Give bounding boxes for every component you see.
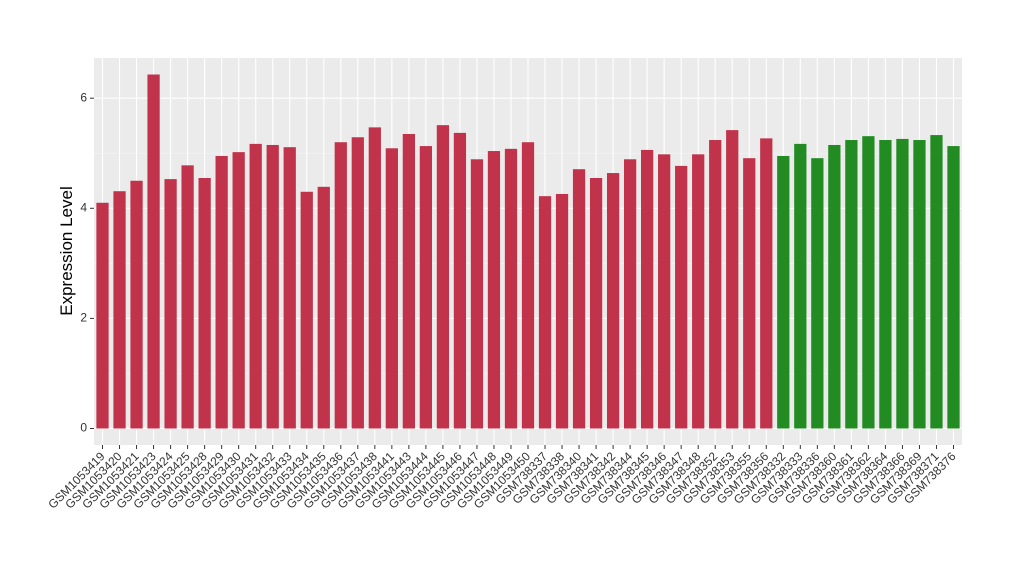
- bar: [351, 137, 364, 429]
- bar: [930, 135, 943, 429]
- bar: [589, 178, 603, 429]
- bar: [300, 191, 313, 429]
- y-tick-label: 2: [80, 311, 87, 325]
- bar: [130, 180, 143, 429]
- bar: [96, 202, 109, 429]
- bar: [760, 138, 773, 429]
- bar: [402, 133, 415, 429]
- y-axis-label: Expression Level: [57, 186, 76, 315]
- bar: [113, 191, 126, 429]
- bar: [215, 155, 228, 429]
- bar: [334, 142, 347, 429]
- bar: [555, 193, 569, 429]
- bar: [811, 158, 824, 429]
- bar: [164, 179, 177, 429]
- bar: [623, 159, 637, 429]
- bar: [896, 138, 909, 429]
- bar: [845, 140, 858, 429]
- bar: [283, 147, 296, 429]
- bar: [743, 158, 756, 429]
- bar: [317, 186, 330, 429]
- bar: [181, 165, 194, 429]
- bar: [777, 155, 790, 429]
- bar: [266, 144, 279, 429]
- bar: [641, 149, 654, 429]
- y-tick-label: 0: [80, 421, 87, 435]
- bar: [487, 151, 501, 429]
- bar: [879, 140, 892, 429]
- bar: [572, 169, 586, 429]
- bar: [828, 144, 841, 429]
- bar: [419, 146, 433, 429]
- bar: [947, 146, 960, 429]
- bar: [726, 130, 739, 429]
- bar: [249, 143, 262, 429]
- bar: [862, 136, 875, 429]
- y-tick-label: 4: [80, 200, 87, 214]
- bar: [453, 132, 467, 429]
- bar: [913, 140, 926, 429]
- bar: [606, 173, 620, 429]
- bar: [675, 165, 688, 429]
- y-tick-label: 6: [80, 90, 87, 104]
- bar: [538, 196, 552, 429]
- bar: [436, 125, 450, 429]
- bar: [709, 140, 722, 429]
- bar: [658, 154, 671, 429]
- bar: [692, 154, 705, 429]
- bar: [232, 152, 245, 429]
- bar: [470, 159, 484, 429]
- bar: [198, 178, 211, 429]
- bar: [368, 127, 381, 429]
- bar: [385, 148, 398, 429]
- bar: [504, 148, 518, 429]
- bar: [521, 142, 535, 429]
- bar: [147, 74, 160, 429]
- bar: [794, 143, 807, 429]
